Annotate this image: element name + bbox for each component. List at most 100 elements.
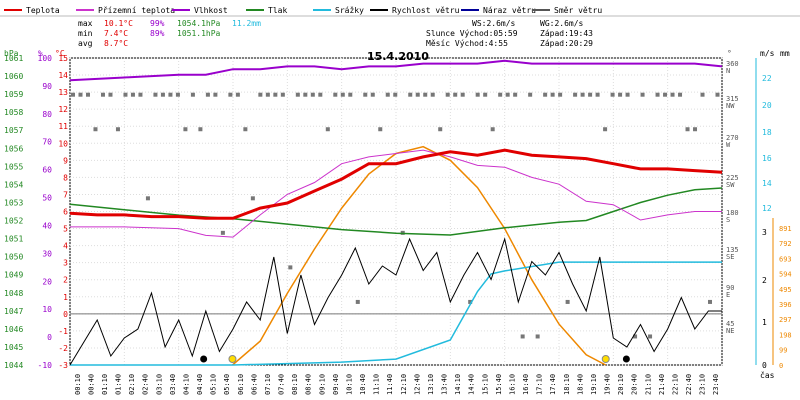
wind-direction-point: [640, 92, 645, 97]
x-tick-label: 13:40: [441, 374, 449, 395]
temp-tick: 3: [63, 259, 68, 268]
ms-tick: 14: [762, 179, 772, 188]
x-tick-label: 04:10: [182, 374, 190, 395]
pct-tick: 50: [42, 194, 52, 203]
x-tick-label: 23:40: [712, 374, 720, 395]
wind-direction-point: [310, 92, 315, 97]
direction-tick: NW: [726, 102, 735, 110]
ms-tick: 20: [762, 101, 772, 110]
pct-tick: 70: [42, 138, 52, 147]
stats-min-press: 1051.1hPa: [177, 29, 221, 38]
x-tick-label: 22:40: [685, 374, 693, 395]
stats-wg: WG:2.6m/s: [540, 19, 584, 28]
x-tick-label: 05:40: [223, 374, 231, 395]
wind-direction-point: [130, 92, 135, 97]
x-tick-label: 11:40: [386, 374, 394, 395]
direction-tick: SW: [726, 181, 735, 189]
hpa-tick: 1044: [4, 361, 23, 370]
x-tick-label: 14:40: [468, 374, 476, 395]
temp-tick: 4: [63, 242, 68, 251]
ms-tick: 12: [762, 204, 772, 213]
mm-tick: 693: [779, 255, 792, 263]
hpa-tick: 1053: [4, 198, 23, 207]
wind-direction-point: [468, 299, 473, 304]
x-tick-label: 17:40: [549, 374, 557, 395]
wind-direction-point: [513, 92, 518, 97]
temp-tick: 15: [58, 54, 68, 63]
x-tick-label: 06:40: [250, 374, 258, 395]
mm-tick: 891: [779, 225, 792, 233]
x-tick-label: 07:10: [264, 374, 272, 395]
x-tick-label: 00:10: [74, 374, 82, 395]
wind-direction-point: [123, 92, 128, 97]
stats-moon: Měsíc Východ:4:55: [426, 39, 508, 48]
stats-ws: WS:2.6m/s: [472, 19, 516, 28]
series-ground-temperature: [70, 149, 722, 238]
legend-label: Přízemní teplota: [98, 6, 175, 15]
wind-direction-point: [663, 92, 668, 97]
x-tick-label: 01:40: [115, 374, 123, 395]
wind-direction-point: [565, 299, 570, 304]
hpa-tick: 1052: [4, 217, 23, 226]
hpa-tick: 1047: [4, 307, 23, 316]
x-tick-label: 10:10: [345, 374, 353, 395]
wind-direction-point: [648, 334, 653, 339]
mm-tick: 99: [779, 347, 787, 355]
wind-direction-point: [85, 92, 90, 97]
hpa-tick: 1048: [4, 289, 23, 298]
wind-direction-point: [235, 92, 240, 97]
axis-header-mm: mm: [780, 49, 790, 58]
moon-marker: [200, 355, 208, 363]
wind-direction-point: [378, 127, 383, 132]
wind-direction-point: [460, 92, 465, 97]
wind-direction-point: [498, 92, 503, 97]
hpa-tick: 1045: [4, 343, 23, 352]
wind-direction-point: [273, 92, 278, 97]
wind-direction-point: [558, 92, 563, 97]
x-tick-label: 15:10: [481, 374, 489, 395]
wind-direction-point: [655, 92, 660, 97]
wind-direction-point: [370, 92, 375, 97]
wind-direction-point: [228, 92, 233, 97]
mm-tick: 0: [779, 362, 783, 370]
x-tick-label: 06:10: [237, 374, 245, 395]
x-tick-label: 20:10: [617, 374, 625, 395]
pct-tick: 0: [47, 333, 52, 342]
stats-max-rain: 11.2mm: [232, 19, 261, 28]
series-humidity: [69, 59, 723, 82]
pct-tick: 20: [42, 277, 52, 286]
x-tick-label: 01:10: [101, 374, 109, 395]
wind-direction-point: [430, 92, 435, 97]
wind-direction-point: [153, 92, 158, 97]
hpa-tick: 1054: [4, 180, 23, 189]
chart-title: 15.4.2010: [367, 50, 429, 63]
direction-tick: 360: [726, 60, 739, 68]
wind-direction-point: [633, 334, 638, 339]
direction-tick: E: [726, 291, 730, 299]
x-tick-label: 04:40: [196, 374, 204, 395]
stats-max-temp: 10.1°C: [104, 19, 133, 28]
hpa-tick: 1057: [4, 126, 23, 135]
x-tick-label: 09:10: [318, 374, 326, 395]
wind-direction-point: [625, 92, 630, 97]
temp-tick: -1: [58, 327, 68, 336]
temp-tick: 5: [63, 225, 68, 234]
x-tick-label: 22:10: [671, 374, 679, 395]
wind-direction-point: [220, 230, 225, 235]
hpa-tick: 1050: [4, 253, 23, 262]
ms-tick: 16: [762, 154, 772, 163]
direction-tick: 180: [726, 209, 739, 217]
hpa-tick: 1058: [4, 108, 23, 117]
legend-label: Směr větru: [554, 6, 602, 15]
temp-tick: 1: [63, 293, 68, 302]
ms-tick: 0: [762, 361, 767, 370]
wind-direction-point: [445, 92, 450, 97]
legend-label: Tlak: [268, 6, 287, 15]
wind-direction-point: [190, 92, 195, 97]
wind-direction-point: [160, 92, 165, 97]
wind-direction-point: [453, 92, 458, 97]
wind-direction-point: [325, 127, 330, 132]
direction-tick: 90: [726, 284, 734, 292]
x-tick-label: 16:40: [522, 374, 530, 395]
wind-direction-point: [258, 92, 263, 97]
